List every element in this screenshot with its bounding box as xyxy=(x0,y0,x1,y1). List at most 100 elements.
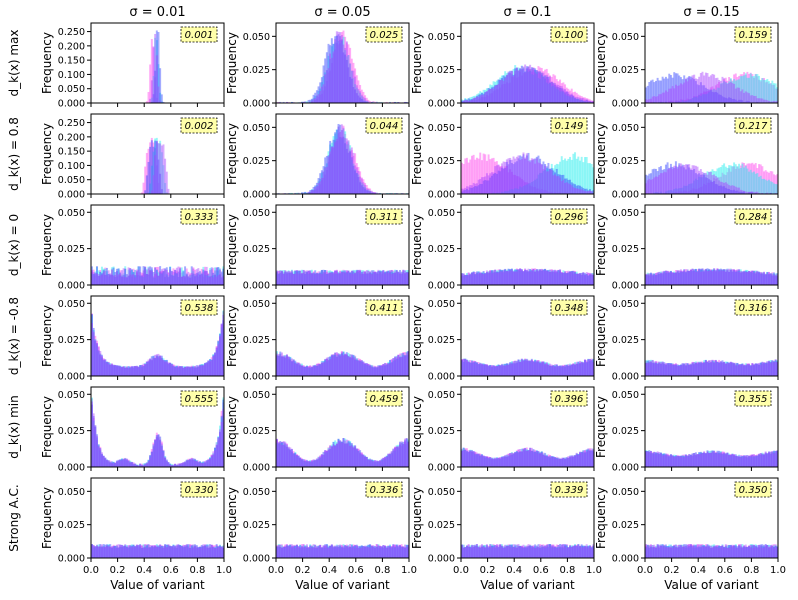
histogram-bar xyxy=(519,71,522,103)
histogram-bar xyxy=(517,71,520,103)
histogram-bar xyxy=(352,152,355,194)
histogram-bar xyxy=(669,88,672,103)
histogram-bar xyxy=(154,274,157,285)
histogram-bar xyxy=(522,67,525,103)
histogram-bar xyxy=(550,81,553,103)
histogram-bar xyxy=(691,75,694,103)
histogram-bar xyxy=(314,270,317,285)
histogram-bar xyxy=(771,171,774,194)
histogram-bar xyxy=(534,268,537,285)
histogram-bar xyxy=(100,355,103,376)
histogram-bar xyxy=(489,177,492,194)
histogram-bar xyxy=(320,93,323,103)
histogram-bar xyxy=(324,270,327,285)
histogram-bar xyxy=(332,51,335,103)
histogram-bar xyxy=(582,98,585,103)
histogram-bar xyxy=(154,70,157,103)
histogram-bar xyxy=(686,364,689,376)
histogram-bar xyxy=(557,84,560,103)
histogram-bar xyxy=(325,169,328,194)
histogram-bar xyxy=(340,137,343,194)
histogram-bar xyxy=(721,82,724,103)
histogram-bar xyxy=(220,271,223,285)
histogram-bar xyxy=(469,362,472,376)
histogram-bar xyxy=(305,272,308,285)
histogram-bar xyxy=(395,192,398,194)
histogram-bar xyxy=(530,158,533,194)
histogram-bar xyxy=(362,187,365,194)
histogram-bar xyxy=(709,181,712,194)
histogram-bar xyxy=(395,271,398,285)
histogram-bar xyxy=(567,93,570,103)
histogram-bar xyxy=(774,275,777,285)
histogram-bar xyxy=(515,268,518,285)
histogram-bar xyxy=(124,268,127,285)
histogram-bar xyxy=(734,270,737,285)
row-label: d_k(x) = 0.8 xyxy=(7,117,21,191)
histogram-bar xyxy=(375,273,378,285)
histogram-bar xyxy=(382,271,385,285)
histogram-bar xyxy=(661,92,664,103)
histogram-bar xyxy=(372,270,375,285)
histogram-bar xyxy=(164,269,167,285)
histogram-bar xyxy=(774,175,777,194)
histogram-bar xyxy=(539,73,542,103)
histogram-bar xyxy=(91,273,93,285)
histogram-bar xyxy=(307,99,310,103)
histogram-bar xyxy=(741,100,744,103)
column-title: σ = 0.05 xyxy=(314,5,370,20)
histogram-bar xyxy=(580,156,583,194)
histogram-bar xyxy=(713,181,716,194)
histogram-bar xyxy=(731,166,734,194)
histogram-bar xyxy=(167,272,170,285)
histogram-bar xyxy=(355,272,358,285)
histogram-bar xyxy=(282,271,285,285)
histogram-bar xyxy=(137,266,140,285)
histogram-bar xyxy=(384,272,387,285)
histogram-bar xyxy=(469,273,472,285)
histogram-bar xyxy=(668,273,671,285)
histogram-bar xyxy=(324,174,327,194)
histogram-bar xyxy=(706,73,709,103)
histogram-bar xyxy=(282,270,285,285)
histogram-bar xyxy=(364,272,367,285)
histogram-bar xyxy=(475,186,478,194)
histogram-bar xyxy=(319,272,322,285)
histogram-bar xyxy=(334,39,337,103)
histogram-bar xyxy=(678,191,681,194)
histogram-bar xyxy=(364,95,367,103)
histogram-bar xyxy=(719,80,722,103)
histogram-bar xyxy=(464,274,467,285)
histogram-bar xyxy=(731,99,734,103)
y-tick-label: 0.025 xyxy=(428,244,455,255)
histogram-bar xyxy=(339,137,342,194)
histogram-bar xyxy=(771,182,774,194)
histogram-bar xyxy=(693,165,696,194)
histogram-bar xyxy=(147,267,150,285)
value-annotation-box xyxy=(365,26,403,43)
histogram-bar xyxy=(302,101,305,103)
histogram-bar xyxy=(329,153,332,194)
histogram-bar xyxy=(590,100,593,103)
histogram-bar xyxy=(379,365,382,376)
histogram-bar xyxy=(557,365,560,376)
histogram-bar xyxy=(127,269,130,285)
histogram-bar xyxy=(512,77,515,103)
histogram-bar xyxy=(507,164,510,194)
histogram-bar xyxy=(539,173,542,194)
histogram-bar xyxy=(651,169,654,194)
histogram-bar xyxy=(154,77,157,103)
histogram-bar xyxy=(162,271,165,285)
histogram-bar xyxy=(467,98,470,103)
histogram-bar xyxy=(704,174,707,194)
histogram-bar xyxy=(510,189,513,194)
histogram-bar xyxy=(475,274,478,285)
histogram-bar xyxy=(580,186,583,194)
histogram-bar xyxy=(470,96,473,103)
histogram-bar xyxy=(749,163,752,194)
histogram-bar xyxy=(663,192,666,194)
histogram-bar xyxy=(753,192,756,194)
histogram-bar xyxy=(344,272,347,285)
